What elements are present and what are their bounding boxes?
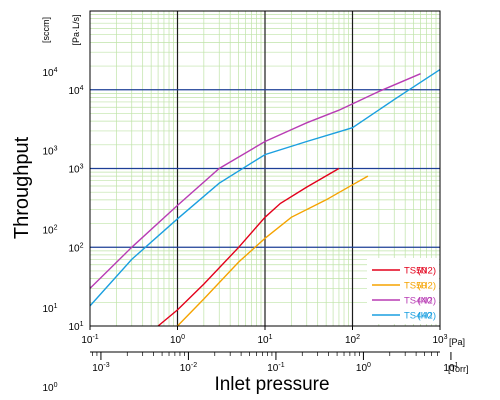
legend-gas: (N2) — [418, 296, 436, 307]
axes-layer: 10-1 100 101 102 103 10-3 10-2 10-1 100 101 101 102… — [42, 67, 458, 394]
y-unit-primary: [Pa·L/s] — [71, 14, 81, 45]
series-line — [176, 175, 369, 327]
y-unit-secondary: [sccm] — [41, 17, 51, 43]
legend-label: TS50 — [404, 266, 427, 277]
x-tick-label: 100 — [170, 334, 185, 346]
torr-tick-label: 10-1 — [267, 362, 284, 374]
sccm-tick-label: 103 — [42, 146, 57, 158]
x-unit-secondary: [Torr] — [448, 364, 469, 374]
x-axis-label: Inlet pressure — [214, 374, 329, 395]
sccm-tick-label: 100 — [42, 382, 57, 394]
y-axis-label: Throughput — [11, 136, 33, 239]
series-line — [89, 69, 441, 307]
legend-label: TS440 — [404, 296, 432, 307]
x-tick-label: 102 — [345, 334, 360, 346]
x-tick-label: 101 — [257, 334, 272, 346]
torr-tick-label: 100 — [356, 362, 371, 374]
legend: TS50(N2)TS50(H2)TS440(N2)TS440(H2) — [367, 258, 439, 324]
legend-label: TS440 — [404, 311, 432, 322]
series-layer — [89, 69, 441, 327]
series-line — [89, 73, 421, 289]
legend-gas: (N2) — [418, 266, 436, 277]
x-tick-label: 103 — [432, 334, 447, 346]
legend-gas: (H2) — [418, 311, 436, 322]
x-tick-label: 10-1 — [81, 334, 98, 346]
y-tick-label: 103 — [68, 164, 83, 176]
legend-gas: (H2) — [418, 281, 436, 292]
sccm-tick-label: 102 — [42, 224, 57, 236]
y-tick-label: 104 — [68, 85, 83, 97]
y-tick-label: 102 — [68, 242, 83, 254]
legend-box — [367, 258, 439, 324]
legend-label: TS50 — [404, 281, 427, 292]
torr-tick-label: 10-2 — [180, 362, 197, 374]
sccm-tick-label: 101 — [42, 303, 57, 315]
x-unit-primary: [Pa] — [449, 337, 465, 347]
torr-tick-label: 10-3 — [92, 362, 109, 374]
series-line — [157, 167, 340, 327]
y-tick-label: 101 — [68, 321, 83, 333]
sccm-tick-label: 104 — [42, 67, 57, 79]
